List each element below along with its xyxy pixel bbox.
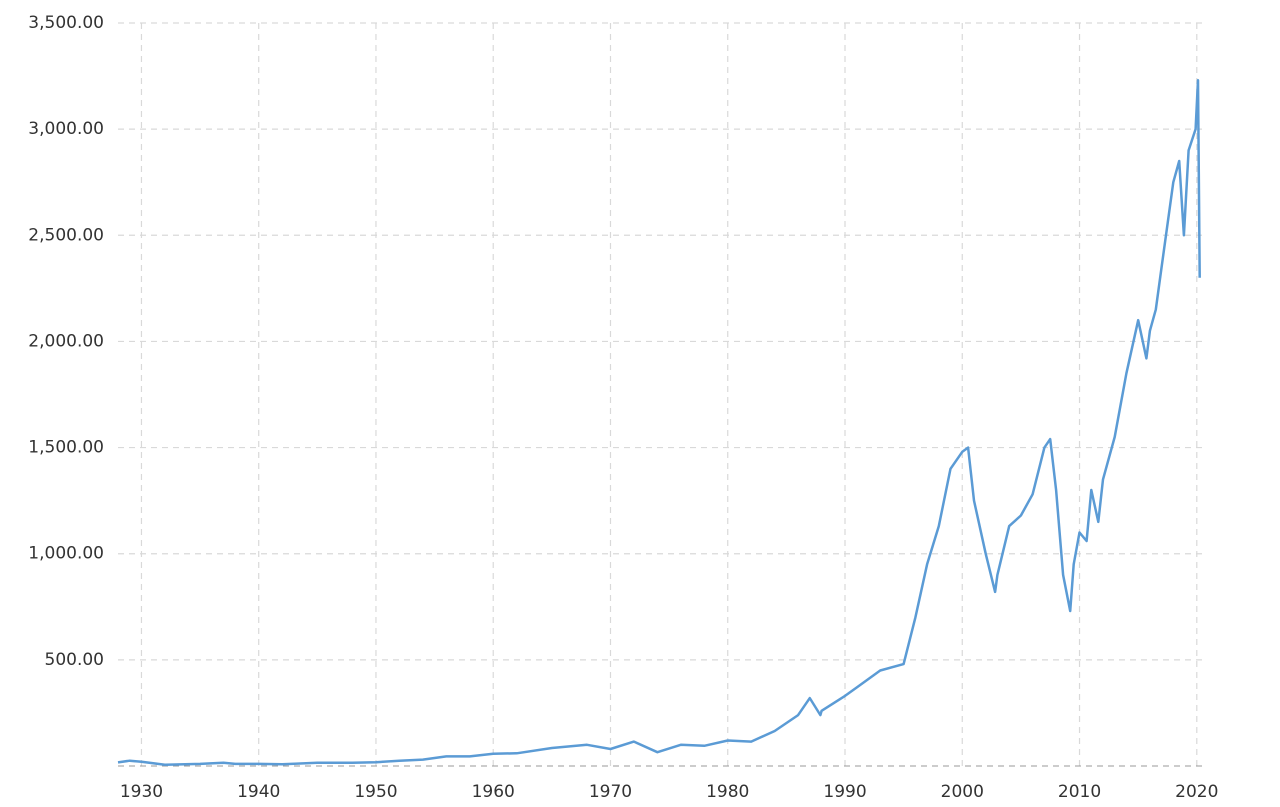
x-tick-label: 1930 <box>120 782 163 802</box>
y-tick-label: 2,000.00 <box>28 331 104 351</box>
x-tick-label: 1940 <box>237 782 280 802</box>
x-tick-label: 1950 <box>354 782 397 802</box>
x-tick-label: 1990 <box>823 782 866 802</box>
x-tick-label: 2000 <box>941 782 984 802</box>
y-tick-label: 1,000.00 <box>28 544 104 564</box>
x-tick-label: 2010 <box>1058 782 1101 802</box>
data-line <box>117 79 1201 766</box>
y-tick-label: 500.00 <box>45 650 104 670</box>
y-tick-label: 1,500.00 <box>28 438 104 458</box>
x-tick-label: 2020 <box>1175 782 1218 802</box>
x-tick-label: 1980 <box>706 782 749 802</box>
x-tick-label: 1970 <box>589 782 632 802</box>
y-tick-label: 3,000.00 <box>28 119 104 139</box>
x-tick-label: 1960 <box>472 782 515 802</box>
y-tick-label: 3,500.00 <box>28 13 104 33</box>
y-tick-label: 2,500.00 <box>28 225 104 245</box>
